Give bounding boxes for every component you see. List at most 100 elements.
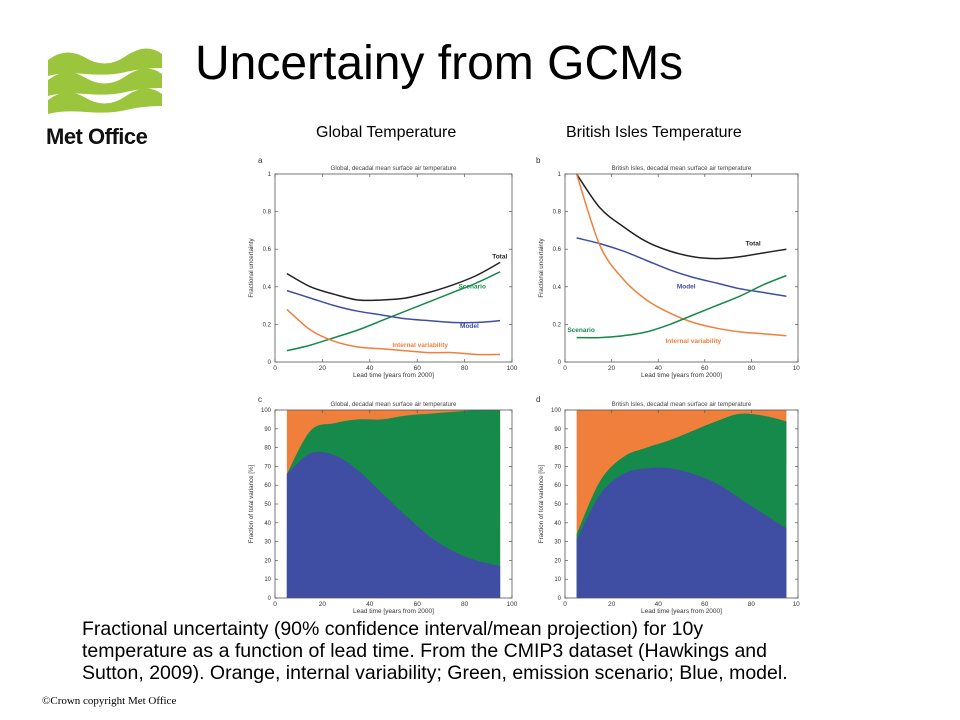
panel-letter: d (536, 395, 540, 404)
y-tick-label: 0.4 (263, 285, 272, 291)
y-tick-label: 70 (264, 464, 271, 470)
x-tick-label: 40 (655, 601, 663, 608)
series-label: Total (746, 240, 761, 247)
panel-title: Global, decadal mean surface air tempera… (331, 165, 457, 172)
y-tick-label: 0 (268, 360, 272, 366)
y-tick-label: 30 (554, 540, 561, 546)
x-tick-label: 20 (608, 365, 616, 372)
y-axis-label: Fraction of total variance [%] (538, 465, 545, 544)
x-tick-label: 0 (273, 365, 277, 372)
y-tick-label: 80 (554, 446, 561, 452)
y-tick-label: 20 (264, 558, 271, 564)
series-line-total (575, 173, 787, 260)
copyright-notice: ©Crown copyright Met Office (42, 695, 177, 707)
y-tick-label: 80 (264, 446, 271, 452)
x-tick-label: 60 (414, 365, 422, 372)
x-axis-label: Lead time [years from 2000] (353, 608, 434, 615)
x-tick-label: 80 (748, 365, 756, 372)
chart-panel-a: a Global, decadal mean surface air temper… (248, 156, 518, 379)
x-axis-label: Lead time [years from 2000] (641, 372, 722, 379)
caption-line: temperature as a function of lead time. … (82, 640, 767, 662)
series-line-model (286, 289, 501, 324)
series-label: Internal variability (392, 342, 448, 349)
y-tick-label: 0.2 (263, 322, 272, 328)
x-tick-label: 40 (655, 365, 663, 372)
figure-caption: Fractional uncertainty (90% confidence i… (82, 618, 952, 684)
series-line-internal-variability (286, 308, 501, 356)
x-tick-label: 60 (414, 601, 422, 608)
y-tick-label: 0.8 (553, 210, 562, 216)
y-tick-label: 10 (554, 577, 561, 583)
x-tick-label: 80 (461, 365, 469, 372)
x-tick-label: 80 (748, 601, 756, 608)
x-tick-label: 20 (319, 601, 327, 608)
y-tick-label: 50 (554, 502, 561, 508)
x-tick-label: 0 (563, 601, 567, 608)
y-tick-label: 90 (554, 427, 561, 433)
y-tick-label: 30 (264, 540, 271, 546)
y-tick-label: 0.2 (553, 322, 562, 328)
charts-figure: a Global, decadal mean surface air temper… (248, 156, 800, 615)
axes-frame (564, 173, 799, 363)
y-tick-label: 100 (261, 408, 272, 414)
x-tick-label: 100 (793, 601, 800, 608)
caption-line: Sutton, 2009). Orange, internal variabil… (82, 662, 788, 684)
y-tick-label: 1 (268, 172, 272, 178)
y-tick-label: 10 (264, 577, 271, 583)
y-axis-label: Fraction of total variance [%] (248, 465, 255, 544)
series-label: Internal variability (665, 338, 721, 345)
y-tick-label: 40 (554, 521, 561, 527)
y-tick-label: 0.6 (553, 247, 562, 253)
x-tick-label: 20 (319, 365, 327, 372)
panel-title: British Isles, decadal mean surface air … (612, 401, 752, 408)
x-axis-label: Lead time [years from 2000] (353, 372, 434, 379)
series-label: Scenario (458, 284, 485, 291)
y-tick-label: 0 (558, 596, 562, 602)
x-tick-label: 60 (701, 601, 709, 608)
panel-letter: c (258, 395, 262, 404)
y-axis-label: Fractional uncertainty (248, 238, 255, 298)
series-label: Model (677, 284, 696, 291)
panel-title: British Isles, decadal mean surface air … (612, 165, 752, 172)
logo-text: Met Office (46, 124, 148, 149)
series-line-scenario (286, 271, 501, 352)
y-tick-label: 90 (264, 427, 271, 433)
y-tick-label: 0 (268, 596, 272, 602)
y-tick-label: 60 (264, 483, 271, 489)
x-tick-label: 20 (608, 601, 616, 608)
y-tick-label: 0 (558, 360, 562, 366)
y-axis-label: Fractional uncertainty (538, 238, 545, 298)
x-tick-label: 100 (507, 601, 518, 608)
x-tick-label: 80 (461, 601, 469, 608)
series-line-internal-variability (575, 173, 787, 337)
x-tick-label: 100 (793, 365, 800, 372)
y-tick-label: 0.8 (263, 210, 272, 216)
caption-line: Fractional uncertainty (90% confidence i… (82, 618, 704, 640)
x-tick-label: 40 (366, 601, 374, 608)
y-tick-label: 20 (554, 558, 561, 564)
y-tick-label: 0.4 (553, 285, 562, 291)
y-tick-label: 40 (264, 521, 271, 527)
panel-letter: a (258, 156, 263, 165)
x-tick-label: 0 (273, 601, 277, 608)
x-tick-label: 100 (507, 365, 518, 372)
y-tick-label: 1 (558, 172, 562, 178)
chart-panel-b: b British Isles, decadal mean surface air… (536, 156, 800, 379)
series-label: Total (492, 254, 507, 261)
series-line-total (286, 261, 501, 302)
y-tick-label: 100 (551, 408, 562, 414)
panel-title: Global, decadal mean surface air tempera… (331, 401, 457, 408)
y-tick-label: 70 (554, 464, 561, 470)
area-model (576, 467, 787, 598)
series-label: Model (460, 323, 479, 330)
column-header-british-isles: British Isles Temperature (566, 124, 742, 141)
column-header-global: Global Temperature (316, 124, 457, 141)
x-tick-label: 40 (366, 365, 374, 372)
chart-panel-d: d British Isles, decadal mean surface air… (536, 395, 800, 615)
y-tick-label: 50 (264, 502, 271, 508)
met-office-logo-icon (48, 48, 162, 114)
panel-letter: b (536, 156, 541, 165)
y-tick-label: 0.6 (263, 247, 272, 253)
x-axis-label: Lead time [years from 2000] (641, 608, 722, 615)
series-line-scenario (576, 274, 787, 339)
